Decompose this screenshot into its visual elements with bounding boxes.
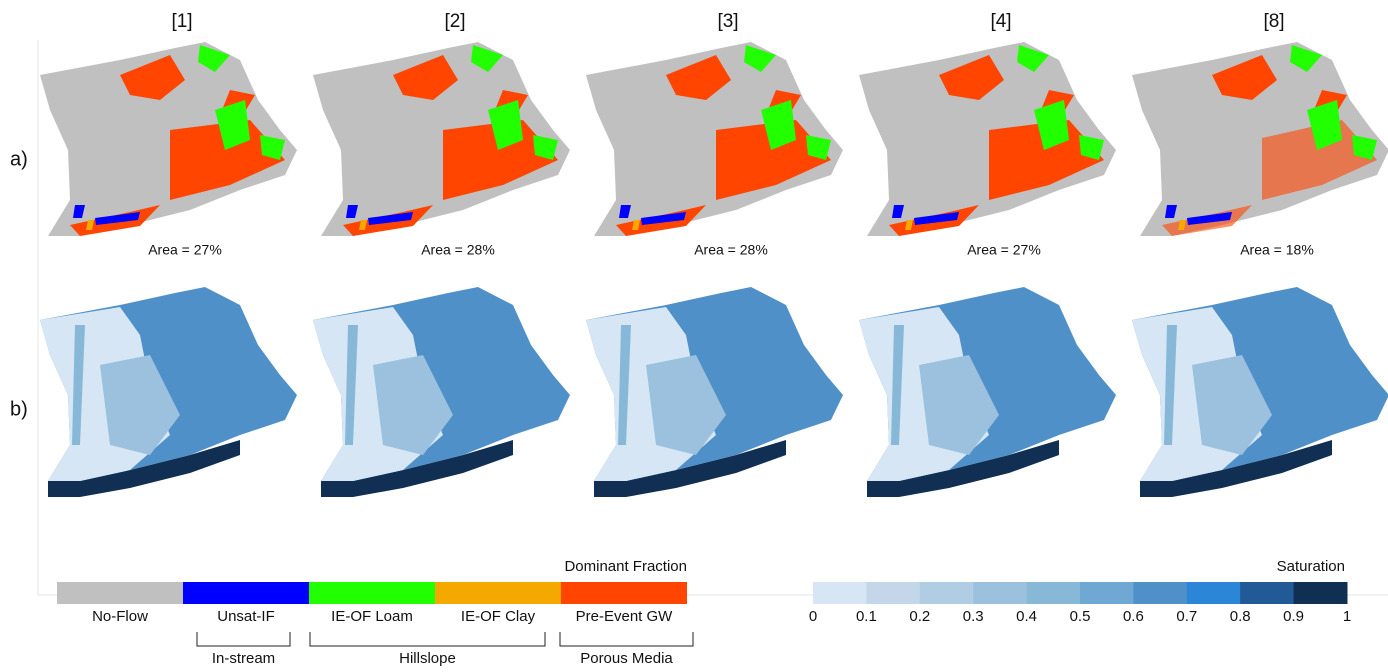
colorbar-title: Saturation	[1277, 558, 1345, 575]
map-saturation	[586, 287, 843, 497]
colorbar-tick: 0.3	[963, 608, 984, 625]
group-label: Hillslope	[399, 650, 456, 667]
area-label: Area = 18%	[1240, 242, 1314, 258]
legend-label: IE-OF Clay	[461, 608, 536, 625]
colorbar-tick: 0.5	[1070, 608, 1091, 625]
legend-label: Pre-Event GW	[576, 608, 674, 625]
colorbar-segment	[1080, 582, 1134, 604]
colorbar-segment	[1133, 582, 1187, 604]
row-label: b)	[10, 398, 28, 420]
colorbar-segment	[1294, 582, 1348, 604]
colorbar-segment	[1027, 582, 1081, 604]
map-saturation	[313, 287, 570, 497]
legend-label: Unsat-IF	[217, 608, 275, 625]
legend-swatch	[309, 582, 435, 604]
colorbar-tick: 0.6	[1123, 608, 1144, 625]
colorbar-tick: 0.7	[1176, 608, 1197, 625]
colorbar-segment	[1240, 582, 1294, 604]
colorbar-segment	[866, 582, 920, 604]
colorbar-tick: 0.4	[1016, 608, 1037, 625]
group-bracket	[560, 632, 693, 646]
area-label: Area = 27%	[967, 242, 1041, 258]
group-label: In-stream	[212, 650, 275, 667]
map-saturation	[859, 287, 1116, 497]
column-label: [3]	[717, 11, 738, 32]
colorbar-tick: 0.2	[909, 608, 930, 625]
legend-swatch	[57, 582, 183, 604]
group-bracket	[197, 632, 290, 646]
area-label: Area = 27%	[148, 242, 222, 258]
colorbar-segment	[1187, 582, 1241, 604]
colorbar-tick: 1	[1343, 608, 1351, 625]
map-dominant	[859, 42, 1116, 236]
colorbar-tick: 0.9	[1283, 608, 1304, 625]
map-dominant	[40, 42, 297, 236]
area-label: Area = 28%	[421, 242, 495, 258]
map-saturation	[40, 287, 297, 497]
colorbar-segment	[920, 582, 974, 604]
column-label: [8]	[1263, 11, 1284, 32]
map-dominant	[1132, 42, 1388, 236]
column-label: [1]	[171, 11, 192, 32]
map-dominant	[313, 42, 570, 236]
group-label: Porous Media	[580, 650, 673, 667]
colorbar-tick: 0	[809, 608, 817, 625]
legend-swatch	[435, 582, 561, 604]
colorbar-segment	[813, 582, 867, 604]
group-bracket	[310, 632, 545, 646]
figure: a) b) Dominant Fraction Saturation [1] Ar…	[0, 0, 1388, 667]
legend-label: IE-OF Loam	[331, 608, 413, 625]
colorbar-segment	[973, 582, 1027, 604]
legend-swatch	[183, 582, 309, 604]
legend-label: No-Flow	[92, 608, 148, 625]
column-label: [2]	[444, 11, 465, 32]
colorbar-tick: 0.8	[1230, 608, 1251, 625]
legend-title: Dominant Fraction	[564, 558, 687, 575]
legend-swatch	[561, 582, 687, 604]
column-label: [4]	[990, 11, 1011, 32]
map-dominant	[586, 42, 843, 236]
row-label: a)	[10, 148, 28, 170]
colorbar-tick: 0.1	[856, 608, 877, 625]
map-saturation	[1132, 287, 1388, 497]
area-label: Area = 28%	[694, 242, 768, 258]
